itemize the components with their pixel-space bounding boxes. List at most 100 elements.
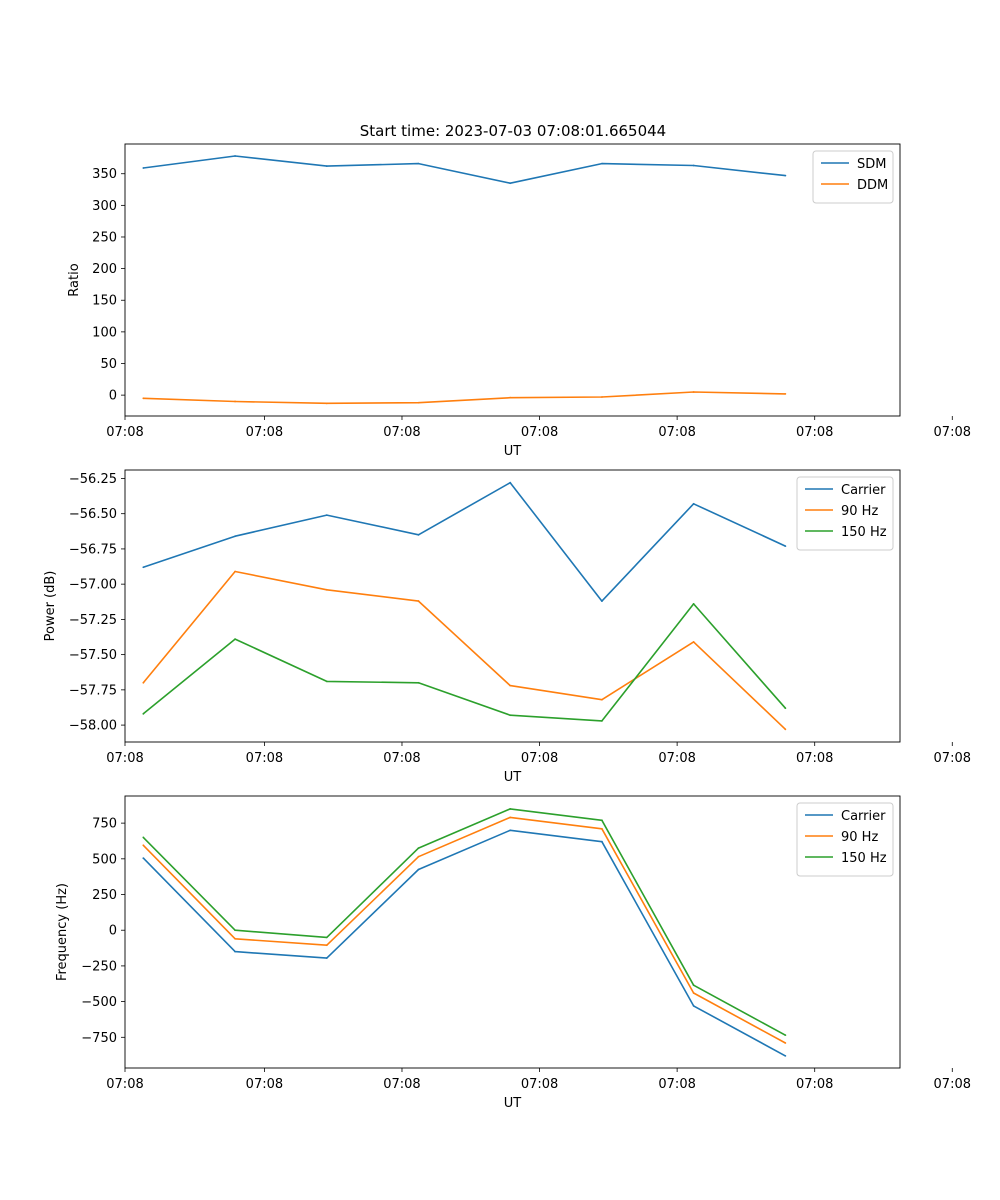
data-point-90-hz [234, 937, 236, 940]
data-point-carrier [417, 533, 420, 536]
y-axis-label: Frequency (Hz) [55, 883, 70, 981]
y-tick-label: 500 [92, 852, 117, 867]
data-point-90-hz [142, 844, 145, 847]
y-axis-label: Power (dB) [43, 571, 58, 642]
data-point-150-hz [509, 714, 512, 717]
data-point-carrier [601, 600, 603, 602]
data-point-90-hz [509, 816, 512, 819]
data-point-150-hz [234, 929, 236, 932]
data-point-90-hz [601, 698, 603, 701]
x-tick-label: 07:08 [246, 425, 283, 440]
axes-frame [124, 795, 901, 1069]
data-point-carrier [692, 502, 695, 505]
data-point-ddm [784, 392, 787, 395]
series-line-150-hz [142, 808, 786, 1036]
y-tick-label: 750 [92, 817, 117, 832]
y-tick-label: −57.75 [69, 683, 117, 698]
data-point-carrier [142, 566, 145, 569]
data-point-carrier [692, 1004, 695, 1007]
legend-label-sdm: SDM [857, 157, 886, 172]
data-point-carrier [784, 1054, 787, 1057]
data-point-90-hz [234, 570, 236, 573]
data-point-carrier [234, 950, 236, 953]
legend: SDM DDM [812, 150, 894, 204]
data-point-carrier [509, 481, 512, 484]
y-tick-label: −58.00 [69, 719, 117, 734]
x-tick-label: 07:08 [934, 1077, 971, 1092]
data-point-carrier [509, 829, 512, 832]
data-point-90-hz [784, 1042, 787, 1044]
y-tick-label: 350 [92, 167, 117, 182]
y-tick-label: 150 [92, 294, 117, 309]
x-tick-label: 07:08 [934, 425, 971, 440]
data-point-carrier [234, 535, 236, 538]
data-point-carrier [417, 868, 420, 871]
data-point-150-hz [601, 819, 603, 822]
y-tick-label: 100 [92, 325, 117, 340]
data-point-ddm [417, 401, 420, 404]
data-point-sdm [784, 174, 787, 177]
data-point-150-hz [784, 707, 787, 710]
series-line-150-hz [142, 603, 787, 722]
data-point-ddm [692, 391, 695, 393]
legend: Carrier 90 Hz 150 Hz [796, 802, 894, 877]
data-point-150-hz [417, 681, 420, 684]
data-point-carrier [325, 957, 328, 959]
x-tick-label: 07:08 [246, 751, 283, 766]
data-point-sdm [234, 155, 236, 157]
data-point-ddm [142, 397, 145, 400]
data-point-carrier [601, 840, 603, 843]
legend: Carrier 90 Hz 150 Hz [796, 476, 894, 551]
legend-label-carrier: Carrier [841, 483, 886, 498]
legend-label-150-hz: 150 Hz [841, 851, 887, 866]
data-point-150-hz [325, 936, 328, 939]
data-point-carrier [325, 514, 328, 516]
series-line-ddm [143, 391, 786, 405]
legend-box [812, 150, 894, 204]
x-tick-label: 07:08 [521, 425, 558, 440]
data-point-90-hz [692, 992, 695, 994]
x-axis-label: UT [504, 770, 522, 785]
data-point-90-hz [692, 641, 695, 643]
y-tick-label: −57.25 [69, 613, 117, 628]
data-point-ddm [234, 400, 236, 403]
data-point-150-hz [325, 680, 328, 683]
y-tick-label: 0 [109, 924, 117, 939]
axes-frame [124, 469, 901, 743]
data-point-sdm [417, 162, 420, 165]
data-point-150-hz [601, 719, 603, 722]
data-point-sdm [142, 167, 145, 169]
y-tick-label: 250 [92, 230, 117, 245]
x-tick-label: 07:08 [796, 1077, 833, 1092]
legend-label-carrier: Carrier [841, 809, 886, 824]
series-line-carrier [143, 481, 786, 602]
y-tick-label: 250 [92, 888, 117, 903]
frequency-subplot: 07:08 07:08 07:08 07:08 07:08 07:08 07:08 −750 −… [55, 795, 971, 1111]
x-tick-label: 07:08 [106, 751, 143, 766]
y-tick-label: −250 [81, 959, 117, 974]
x-tick-label: 07:08 [521, 1077, 558, 1092]
x-tick-label: 07:08 [658, 1077, 695, 1092]
x-tick-label: 07:08 [796, 751, 833, 766]
data-point-ddm [509, 396, 512, 399]
legend-label-150-hz: 150 Hz [841, 525, 887, 540]
data-point-150-hz [417, 847, 420, 850]
x-tick-label: 07:08 [934, 751, 971, 766]
data-point-ddm [601, 396, 603, 398]
x-tick-label: 07:08 [521, 751, 558, 766]
x-tick-label: 07:08 [106, 425, 143, 440]
y-tick-label: −56.25 [69, 472, 117, 487]
data-point-sdm [601, 162, 603, 165]
y-tick-label: −56.75 [69, 542, 117, 557]
ratio-subplot: 07:08 07:08 07:08 07:08 07:08 07:08 07:08 0 50 10… [67, 143, 971, 459]
data-point-150-hz [692, 602, 695, 605]
x-tick-label: 07:08 [383, 425, 420, 440]
legend-label-ddm: DDM [857, 178, 888, 193]
x-tick-label: 07:08 [658, 751, 695, 766]
data-point-carrier [142, 857, 145, 860]
data-point-150-hz [509, 807, 512, 810]
data-point-150-hz [142, 712, 145, 715]
data-point-90-hz [509, 684, 512, 687]
x-tick-label: 07:08 [383, 751, 420, 766]
x-tick-label: 07:08 [383, 1077, 420, 1092]
